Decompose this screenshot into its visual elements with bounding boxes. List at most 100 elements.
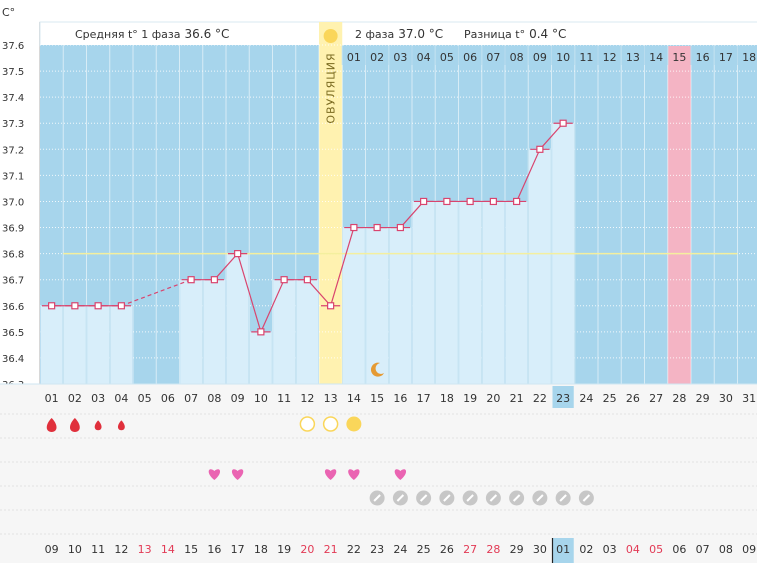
y-tick-label: 37.1 — [2, 171, 24, 182]
cycle-day-label: 31 — [742, 392, 756, 405]
calendar-date-label: 13 — [138, 543, 152, 556]
cycle-day-label: 12 — [300, 392, 314, 405]
summary-header-strip — [39, 21, 757, 47]
temperature-point — [94, 302, 102, 310]
temperature-line — [539, 122, 564, 150]
phase2-day-label: 18 — [742, 51, 756, 64]
temperature-point — [303, 276, 311, 284]
temperature-bar — [458, 201, 482, 385]
test-icon-stroke — [512, 494, 521, 502]
temperature-point — [257, 328, 265, 336]
mucus-open-icon — [322, 416, 339, 432]
temperature-bar — [203, 279, 226, 385]
y-tick-label: 36.6 — [2, 302, 24, 313]
temperature-line — [399, 201, 425, 228]
temperature-point — [373, 223, 381, 232]
temperature-bar — [226, 253, 249, 385]
cycle-day-label: 10 — [254, 392, 268, 405]
calendar-date-label: 30 — [533, 543, 547, 556]
cycle-day-label: 14 — [347, 392, 361, 405]
y-tick-label: 37.0 — [2, 197, 24, 208]
bleeding-light-icon — [94, 420, 102, 431]
test-icon-stroke — [489, 494, 498, 502]
phase1-value: 36.6 °C — [184, 27, 230, 41]
cycle-day-label: 30 — [719, 392, 733, 405]
temperature-difference: Разница t° 0.4 °C — [464, 27, 566, 41]
temperature-bar — [40, 305, 63, 385]
temperature-point — [396, 223, 404, 232]
test-icon-stroke — [396, 494, 405, 502]
calendar-date-label: 19 — [277, 543, 291, 556]
cycle-day-label: 29 — [696, 392, 710, 405]
temperature-point — [420, 197, 428, 206]
phase2-day-label: 02 — [370, 51, 384, 64]
y-tick-label: 37.6 — [2, 41, 24, 52]
cycle-day-label: 08 — [207, 392, 221, 405]
phase2-day-label: 17 — [719, 51, 733, 64]
test-icon-stroke — [373, 494, 381, 502]
temperature-bar — [389, 227, 412, 385]
temperature-bar — [179, 279, 203, 385]
cycle-day-label: 04 — [114, 392, 128, 405]
phase2-day-label: 16 — [696, 51, 710, 64]
heart-icon — [231, 469, 244, 480]
y-tick-label: 37.5 — [2, 67, 24, 78]
calendar-date-label: 23 — [370, 543, 384, 556]
calendar-date-label: 21 — [324, 543, 338, 556]
calendar-date-label: 16 — [207, 543, 221, 556]
temperature-line — [237, 253, 262, 333]
calendar-date-label: 28 — [486, 543, 500, 556]
cycle-day-label: 07 — [184, 392, 198, 405]
calendar-date-label: 11 — [91, 543, 105, 556]
calendar-date-label: 22 — [347, 543, 361, 556]
temperature-point — [559, 119, 567, 127]
cycle-day-label: 09 — [231, 392, 245, 405]
cycle-day-label: 15 — [370, 392, 384, 405]
diff-label: Разница t° — [464, 28, 526, 41]
calendar-date-label: 18 — [254, 543, 268, 556]
cycle-day-label: 01 — [45, 392, 59, 405]
cycle-day-label: 17 — [417, 392, 431, 405]
cycle-day-label: 06 — [161, 392, 175, 405]
temperature-point — [443, 197, 451, 206]
cycle-day-label: 22 — [533, 392, 547, 405]
calendar-date-label: 04 — [626, 543, 640, 556]
temperature-bar — [365, 227, 389, 385]
y-tick-label: 36.4 — [2, 354, 24, 365]
y-tick-label: 36.9 — [2, 224, 24, 235]
phase2-day-label: 10 — [556, 51, 570, 64]
temperature-point — [48, 302, 56, 310]
temperature-line — [213, 253, 239, 281]
heart-icon — [394, 469, 407, 480]
phase2-day-label: 11 — [579, 51, 593, 64]
temperature-bar — [482, 201, 505, 385]
test-icon-stroke — [443, 494, 451, 502]
temperature-gap-line — [121, 279, 192, 307]
temperature-bar — [86, 305, 110, 385]
test-icon-stroke — [559, 494, 567, 502]
diff-value: 0.4 °C — [529, 27, 567, 41]
temperature-bar — [296, 279, 319, 385]
phase1-average: Средняя t° 1 фаза 36.6 °C — [75, 27, 229, 41]
heart-icon — [324, 469, 337, 480]
temperature-point — [117, 302, 125, 310]
cycle-day-label: 27 — [649, 392, 663, 405]
temperature-bar — [505, 201, 528, 385]
calendar-date-label: 27 — [463, 543, 477, 556]
heart-icon — [208, 469, 221, 480]
calendar-date-label: 12 — [114, 543, 128, 556]
bleeding-heavy-icon — [46, 418, 57, 432]
calendar-date-label: 06 — [672, 543, 686, 556]
moon-icon — [370, 362, 385, 377]
ovulation-sun-icon — [323, 29, 338, 43]
temperature-point — [489, 197, 497, 206]
temperature-point — [513, 197, 521, 206]
cycle-day-label: 13 — [324, 392, 338, 405]
phase2-average: 2 фаза 37.0 °C — [355, 27, 443, 41]
ovulation-label: ОВУЛЯЦИЯ — [325, 52, 338, 123]
temperature-line — [516, 149, 541, 202]
cycle-day-label: 11 — [277, 392, 291, 405]
y-tick-label: 36.8 — [2, 250, 24, 261]
temperature-bar — [412, 201, 435, 385]
